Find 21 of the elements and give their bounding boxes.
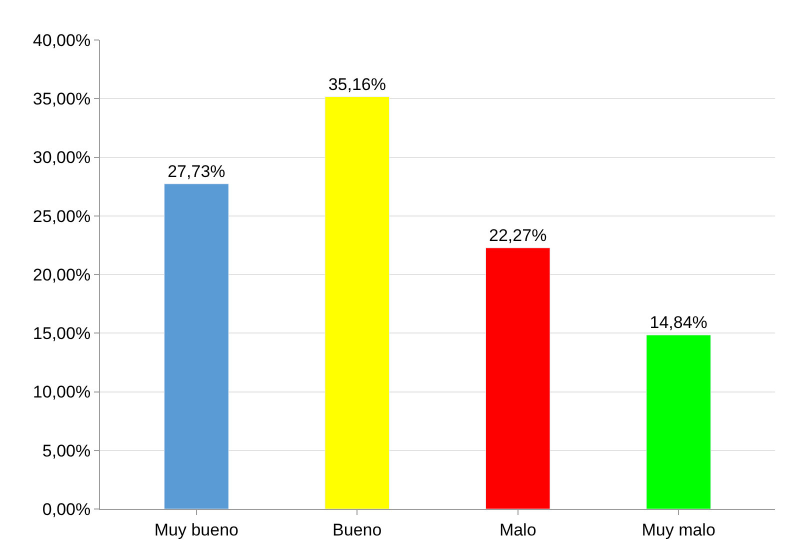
data-label: 27,73%	[168, 162, 226, 181]
y-tick-label: 35,00%	[32, 90, 91, 109]
x-tick-label: Bueno	[332, 520, 382, 540]
y-tick-label: 25,00%	[32, 206, 91, 226]
bar	[646, 334, 711, 509]
y-tick-label: 15,00%	[32, 324, 91, 344]
data-label: 14,84%	[650, 313, 708, 332]
y-tick-label: 0,00%	[42, 500, 91, 519]
bar	[164, 184, 229, 509]
y-tick-label: 40,00%	[32, 30, 91, 50]
y-tick-label: 20,00%	[32, 265, 91, 284]
y-tick-label: 5,00%	[42, 441, 91, 460]
data-label: 35,16%	[328, 74, 386, 94]
x-tick-label: Malo	[499, 520, 536, 540]
x-tick-label: Muy bueno	[154, 520, 238, 540]
bar	[324, 96, 390, 509]
y-tick-label: 30,00%	[32, 148, 91, 168]
x-tick-label: Muy malo	[642, 520, 716, 540]
y-tick-label: 10,00%	[32, 382, 91, 402]
data-label: 22,27%	[489, 226, 547, 245]
bar	[485, 248, 550, 509]
